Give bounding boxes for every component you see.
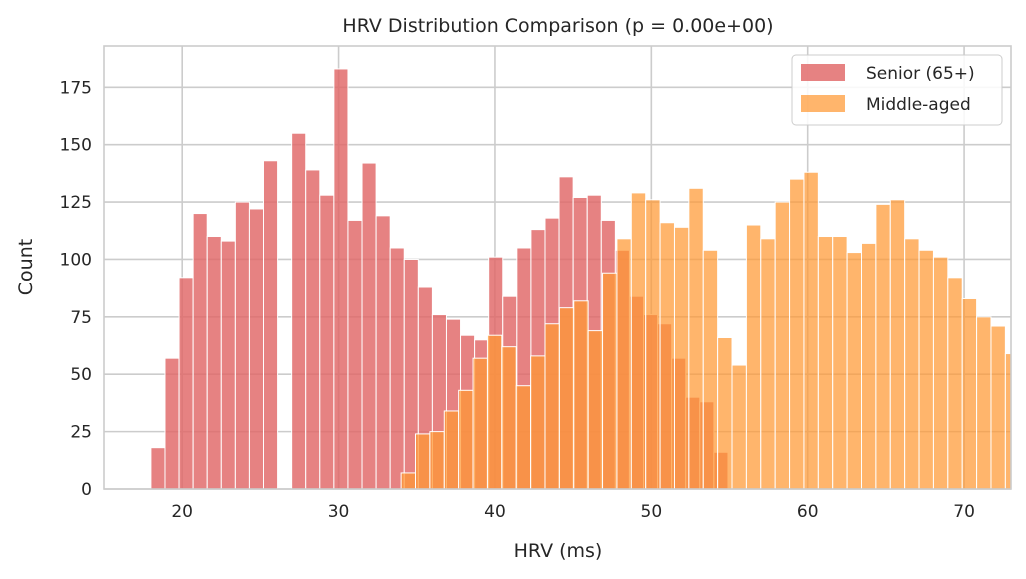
histogram-bar — [659, 222, 675, 490]
histogram-bar — [861, 242, 877, 490]
histogram-bar — [602, 272, 618, 490]
histogram-bar — [558, 307, 575, 490]
histogram-bar — [361, 162, 377, 490]
histogram-bar — [587, 330, 604, 490]
x-tick-label: 70 — [953, 502, 975, 522]
histogram-bar — [234, 201, 250, 490]
x-tick-label: 20 — [171, 502, 193, 522]
y-tick-label: 100 — [60, 250, 92, 270]
histogram-bar — [803, 171, 819, 490]
histogram-bar — [248, 208, 265, 490]
axes-frame — [103, 45, 1012, 490]
legend-swatch — [801, 95, 845, 112]
histogram-bar — [774, 201, 791, 490]
histogram-bar — [375, 215, 391, 490]
axes-border — [103, 45, 1012, 490]
histogram-bar — [961, 297, 978, 490]
y-tick-label: 0 — [81, 480, 92, 500]
histogram-bar — [673, 226, 690, 490]
histogram-bar — [486, 334, 503, 490]
histogram-bar — [688, 187, 704, 490]
bars-layer — [150, 68, 1012, 490]
histogram-bar — [515, 385, 532, 490]
x-tick-label: 30 — [328, 502, 350, 522]
series-middle-aged — [400, 171, 1012, 490]
histogram-bar — [976, 316, 992, 490]
histogram-bar — [347, 219, 363, 490]
histogram-bar — [192, 213, 208, 490]
histogram-bar — [429, 431, 445, 490]
histogram-bar — [178, 277, 194, 490]
histogram-bar — [817, 236, 834, 490]
x-tick-label: 50 — [641, 502, 663, 522]
histogram-bar — [544, 323, 560, 490]
histogram-bar — [846, 252, 863, 490]
tick-labels: 20 30 40 50 60 70 0 25 50 75 100 125 150 175 — [60, 78, 975, 522]
histogram-bar — [472, 357, 488, 490]
histogram-bar — [760, 238, 776, 490]
histogram-bar — [745, 224, 762, 490]
histogram-bar — [731, 364, 747, 490]
histogram-bar — [645, 199, 661, 490]
histogram-bar — [263, 160, 279, 490]
x-tick-label: 40 — [484, 502, 506, 522]
histogram-bar — [220, 240, 236, 490]
y-tick-label: 75 — [70, 308, 92, 328]
histogram-bar — [389, 247, 405, 490]
y-tick-label: 175 — [60, 78, 92, 98]
y-tick-label: 125 — [60, 193, 92, 213]
histogram-bar — [333, 68, 349, 490]
y-tick-label: 50 — [70, 365, 92, 385]
legend-label: Middle-aged — [866, 95, 971, 115]
histogram-bar — [875, 203, 891, 490]
histogram-bar — [789, 178, 805, 490]
legend-label: Senior (65+) — [866, 64, 975, 84]
histogram-bar — [164, 357, 180, 490]
histogram-bar — [415, 433, 431, 490]
y-tick-label: 25 — [70, 423, 92, 443]
y-tick-label: 150 — [60, 136, 92, 156]
histogram-bar — [501, 346, 517, 490]
histogram-bar — [1004, 353, 1012, 490]
histogram-bar — [616, 238, 632, 490]
histogram-bar — [319, 194, 335, 490]
histogram-bar — [400, 472, 417, 490]
histogram-bar — [990, 325, 1006, 490]
histogram-bar — [630, 192, 647, 490]
histogram-bar — [305, 169, 321, 490]
histogram-bar — [932, 256, 949, 490]
histogram-bar — [206, 236, 222, 490]
legend-swatch — [801, 64, 845, 81]
histogram-bar — [150, 447, 166, 490]
histogram-bar — [530, 355, 546, 490]
histogram-bar — [832, 236, 848, 490]
histogram-bar — [458, 389, 474, 490]
chart-title: HRV Distribution Comparison (p = 0.00e+0… — [342, 15, 773, 37]
histogram-bar — [291, 132, 307, 490]
histogram-bar — [717, 337, 733, 490]
histogram-bar — [443, 410, 460, 490]
x-tick-label: 60 — [797, 502, 819, 522]
histogram-bar — [573, 300, 589, 490]
histogram-bar — [904, 238, 920, 490]
histogram-bar — [918, 249, 934, 490]
x-axis-label: HRV (ms) — [514, 540, 603, 562]
y-axis-label: Count — [15, 239, 37, 295]
histogram-bar — [889, 199, 906, 490]
histogram-bar — [702, 249, 719, 490]
legend: Senior (65+) Middle-aged — [791, 54, 1003, 126]
histogram-bar — [947, 277, 963, 490]
